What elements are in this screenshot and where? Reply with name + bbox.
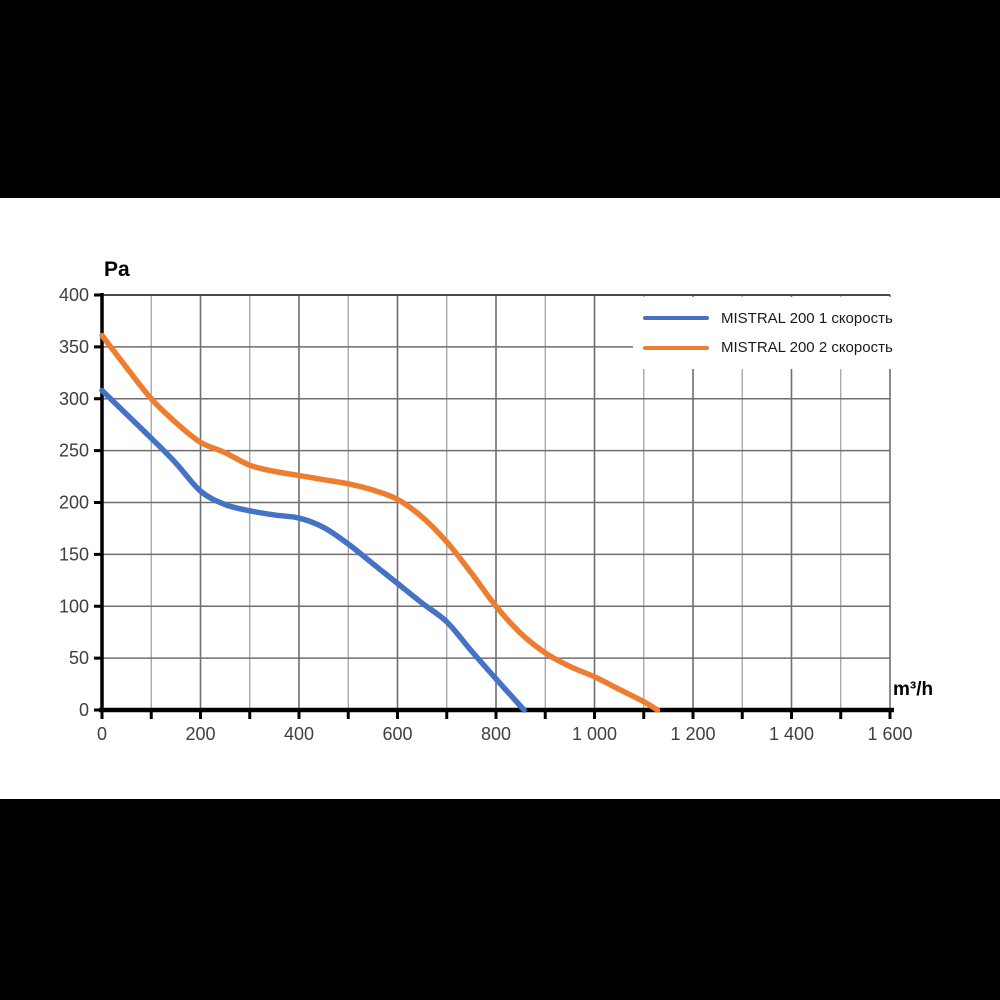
- bottom-letterbox-bar: [0, 799, 1000, 1000]
- x-axis-tick-label: 1 600: [867, 724, 912, 744]
- y-axis-tick-label: 0: [79, 700, 89, 720]
- y-axis-tick-label: 300: [59, 389, 89, 409]
- x-axis-tick-label: 200: [185, 724, 215, 744]
- series-curve-2: [99, 332, 661, 713]
- y-axis-tick-label: 200: [59, 493, 89, 513]
- y-axis-tick-label: 100: [59, 596, 89, 616]
- legend-item-speed-2: MISTRAL 200 2 скорость: [633, 339, 893, 357]
- x-axis-tick-label: 1 200: [670, 724, 715, 744]
- chart-legend: MISTRAL 200 1 скорость MISTRAL 200 2 ско…: [633, 297, 893, 369]
- top-letterbox-bar: [0, 0, 1000, 198]
- legend-item-speed-1: MISTRAL 200 1 скорость: [633, 309, 893, 327]
- legend-label-speed-2: MISTRAL 200 2 скорость: [721, 339, 893, 357]
- series-curve-1: [99, 387, 527, 713]
- y-axis-tick-label: 350: [59, 337, 89, 357]
- legend-line-swatch-blue: [643, 316, 709, 321]
- y-axis-tick-label: 50: [69, 648, 89, 668]
- x-axis-tick-label: 1 400: [769, 724, 814, 744]
- legend-line-swatch-orange: [643, 345, 709, 350]
- y-axis-tick-label: 250: [59, 441, 89, 461]
- x-axis-tick-label: 600: [382, 724, 412, 744]
- legend-label-speed-1: MISTRAL 200 1 скорость: [721, 309, 893, 327]
- fan-performance-chart-canvas: 0 50 100 150 200 250 300 350 400 0 200 400 600 800 1 0…: [59, 285, 913, 744]
- y-axis-title: Pa: [104, 258, 130, 281]
- x-axis-title: m³/h: [893, 679, 934, 700]
- x-axis-tick-label: 0: [97, 724, 107, 744]
- chart-panel: 0 50 100 150 200 250 300 350 400 0 200 400 600 800 1 0…: [0, 198, 1000, 799]
- x-axis-tick-label: 800: [481, 724, 511, 744]
- x-axis-tick-label: 400: [284, 724, 314, 744]
- y-axis-tick-label: 150: [59, 544, 89, 564]
- x-axis-tick-label: 1 000: [572, 724, 617, 744]
- y-axis-tick-label: 400: [59, 285, 89, 305]
